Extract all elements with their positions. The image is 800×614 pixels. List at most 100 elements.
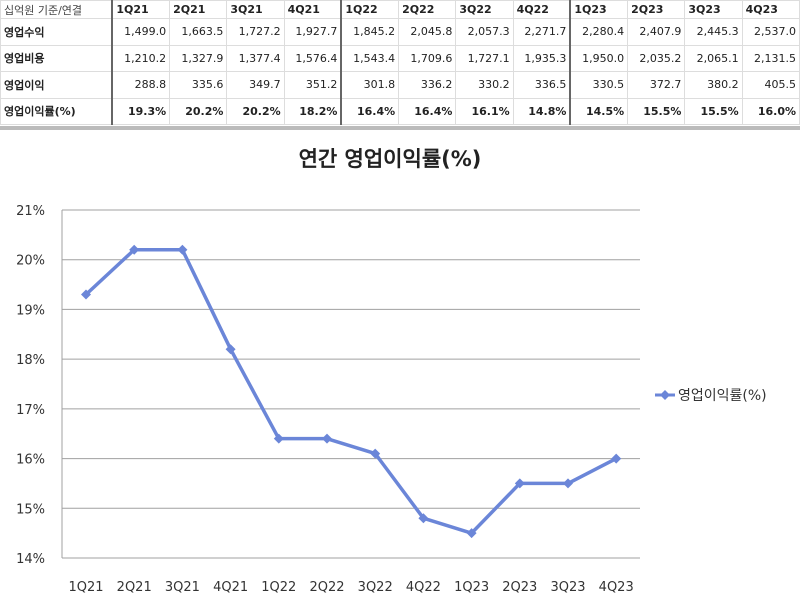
data-point xyxy=(81,289,91,300)
table-cell: 330.2 xyxy=(455,71,514,99)
series-line xyxy=(84,248,618,535)
table-cell: 405.5 xyxy=(741,71,800,99)
legend: 영업이익률(%) xyxy=(655,388,767,404)
table-cell: 2,035.2 xyxy=(627,44,686,72)
table-cell: 18.2% xyxy=(283,97,342,125)
table-cell: 1,927.7 xyxy=(283,18,342,46)
x-tick-label: 1Q21 xyxy=(68,580,103,595)
table-cell: 20.2% xyxy=(169,97,228,125)
data-point xyxy=(563,478,573,489)
column-header: 2Q23 xyxy=(627,0,686,19)
table-cell: 2,057.3 xyxy=(455,18,514,46)
table-cell: 20.2% xyxy=(226,97,285,125)
x-tick-label: 4Q21 xyxy=(213,580,248,595)
table-cell: 2,445.3 xyxy=(684,18,743,46)
legend-marker xyxy=(660,390,670,400)
table-row: 영업이익률(%) 19.3% 20.2% 20.2% 18.2% 16.4% 16.4% 16… xyxy=(0,97,800,125)
table-cell: 1,576.4 xyxy=(283,44,342,72)
legend-label: 영업이익률(%) xyxy=(678,388,767,404)
table-cell: 2,280.4 xyxy=(569,18,629,46)
table-cell: 15.5% xyxy=(684,97,743,125)
table-row: 영업수익 1,499.0 1,663.5 1,727.2 1,927.7 1,845.2 2… xyxy=(0,18,800,46)
table-row: 영업비용 1,210.2 1,327.9 1,377.4 1,576.4 1,543.4 1… xyxy=(0,44,800,72)
row-label: 영업이익 xyxy=(0,71,113,99)
table-cell: 336.2 xyxy=(398,71,457,99)
y-tick-label: 16% xyxy=(16,453,45,468)
x-tick-label: 3Q23 xyxy=(550,580,585,595)
data-point xyxy=(514,478,525,489)
column-header: 3Q22 xyxy=(455,0,514,19)
column-header: 4Q23 xyxy=(741,0,800,19)
table-cell: 16.4% xyxy=(398,97,457,125)
y-tick-label: 18% xyxy=(16,353,45,368)
x-tick-label: 3Q21 xyxy=(165,580,200,595)
table-cell: 2,065.1 xyxy=(684,44,743,72)
data-point xyxy=(370,448,381,459)
column-header: 2Q22 xyxy=(398,0,457,19)
x-tick-label: 2Q22 xyxy=(309,580,344,595)
table-cell: 301.8 xyxy=(340,71,400,99)
table-cell: 335.6 xyxy=(169,71,228,99)
y-tick-label: 17% xyxy=(16,403,45,418)
data-point xyxy=(418,513,429,524)
x-tick-label: 2Q23 xyxy=(502,580,537,595)
table-cell: 15.5% xyxy=(627,97,686,125)
table-cell: 2,271.7 xyxy=(512,18,571,46)
divider xyxy=(0,126,800,130)
table-cell: 16.0% xyxy=(741,97,800,125)
table-cell: 1,663.5 xyxy=(169,18,228,46)
y-tick-label: 19% xyxy=(16,303,45,318)
table-cell: 1,727.1 xyxy=(455,44,514,72)
table-cell: 1,727.2 xyxy=(226,18,285,46)
data-point xyxy=(225,344,236,355)
column-header: 4Q21 xyxy=(283,0,342,19)
table-cell: 288.8 xyxy=(111,71,171,99)
data-point xyxy=(273,433,284,444)
row-label: 영업수익 xyxy=(0,18,113,46)
row-label: 영업이익률(%) xyxy=(0,97,113,125)
table-cell: 1,210.2 xyxy=(111,44,171,72)
data-point xyxy=(177,244,188,255)
line-chart: 연간 영업이익률(%) 14% 15% 16% 17% 18% 19% 20% 21% 1Q21… xyxy=(16,147,767,595)
data-point xyxy=(466,528,477,539)
column-header: 1Q23 xyxy=(569,0,629,19)
x-tick-label: 1Q23 xyxy=(454,580,489,595)
table-cell: 1,377.4 xyxy=(226,44,285,72)
y-tick-label: 21% xyxy=(16,204,45,219)
table-cell: 1,950.0 xyxy=(569,44,629,72)
table-cell: 330.5 xyxy=(569,71,629,99)
table-corner: 십억원 기준/연결 xyxy=(0,0,113,19)
table-cell: 16.4% xyxy=(340,97,400,125)
table-cell: 1,543.4 xyxy=(340,44,400,72)
data-point xyxy=(322,433,332,444)
table-cell: 1,935.3 xyxy=(512,44,571,72)
table-cell: 16.1% xyxy=(455,97,514,125)
x-tick-label: 3Q22 xyxy=(358,580,393,595)
y-tick-label: 20% xyxy=(16,254,45,269)
x-tick-label: 4Q23 xyxy=(599,580,634,595)
table-cell: 2,131.5 xyxy=(741,44,800,72)
x-tick-label: 4Q22 xyxy=(406,580,441,595)
table-cell: 1,499.0 xyxy=(111,18,171,46)
data-point xyxy=(611,453,622,464)
column-header: 2Q21 xyxy=(169,0,228,19)
table-row: 영업이익 288.8 335.6 349.7 351.2 301.8 336.2 330.2 3… xyxy=(0,71,800,99)
table-cell: 1,709.6 xyxy=(398,44,457,72)
y-tick-label: 15% xyxy=(16,502,45,517)
table-cell: 351.2 xyxy=(283,71,342,99)
data-point xyxy=(129,244,140,255)
table-cell: 380.2 xyxy=(684,71,743,99)
table-cell: 1,327.9 xyxy=(169,44,228,72)
column-header: 1Q21 xyxy=(111,0,171,19)
row-label: 영업비용 xyxy=(0,44,113,72)
x-tick-label: 2Q21 xyxy=(117,580,152,595)
table-cell: 372.7 xyxy=(627,71,686,99)
column-header: 1Q22 xyxy=(340,0,400,19)
table-cell: 349.7 xyxy=(226,71,285,99)
table-cell: 2,407.9 xyxy=(627,18,686,46)
table-cell: 1,845.2 xyxy=(340,18,400,46)
table-cell: 19.3% xyxy=(111,97,171,125)
column-header: 3Q21 xyxy=(226,0,285,19)
y-tick-label: 14% xyxy=(16,552,45,567)
column-header: 4Q22 xyxy=(512,0,571,19)
